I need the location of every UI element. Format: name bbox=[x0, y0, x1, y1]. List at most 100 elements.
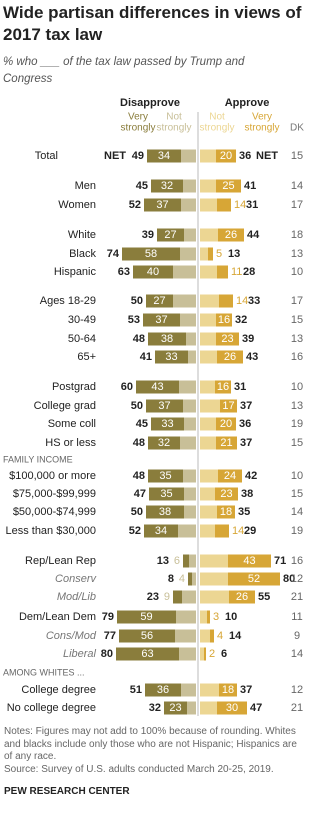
dk-label: 17 bbox=[291, 199, 303, 211]
net-label: 37 bbox=[240, 400, 252, 412]
bar-approve-not bbox=[200, 228, 218, 242]
row-label: Hispanic bbox=[54, 266, 97, 278]
value-label: 36 bbox=[157, 684, 169, 696]
value-label: 5 bbox=[216, 248, 222, 260]
value-label: 20 bbox=[220, 150, 232, 162]
bar-disapprove-not bbox=[184, 487, 196, 501]
value-label: 43 bbox=[243, 555, 255, 567]
bar-disapprove-very bbox=[148, 436, 180, 450]
value-label: 34 bbox=[155, 525, 167, 537]
net-label: 60 bbox=[121, 381, 133, 393]
value-label: 9 bbox=[164, 591, 170, 603]
net-label: 37 bbox=[240, 684, 252, 696]
bar-approve-not bbox=[200, 332, 216, 346]
row-label: 30-49 bbox=[68, 314, 96, 326]
net-label: 55 bbox=[258, 591, 270, 603]
bar-approve-very bbox=[217, 701, 247, 715]
dk-label: 14 bbox=[291, 180, 303, 192]
net-label: 31 bbox=[234, 381, 246, 393]
net-label: 45 bbox=[136, 180, 148, 192]
bar-approve-not bbox=[200, 524, 215, 538]
bar-approve-very bbox=[218, 469, 242, 483]
row-label: 50-64 bbox=[68, 333, 96, 345]
dk-label: 19 bbox=[291, 525, 303, 537]
bar-disapprove-not bbox=[181, 149, 196, 163]
dk-label: 12 bbox=[291, 684, 303, 696]
net-label: 13 bbox=[228, 248, 240, 260]
net-label: 51 bbox=[130, 684, 142, 696]
section-label: FAMILY INCOME bbox=[3, 454, 73, 464]
dk-label: 15 bbox=[291, 437, 303, 449]
net-label: 33 bbox=[248, 295, 260, 307]
net-label: 13 bbox=[157, 555, 169, 567]
net-label: 14 bbox=[229, 630, 242, 642]
value-label: 56 bbox=[141, 630, 153, 642]
value-label: 16 bbox=[218, 314, 230, 326]
bar-disapprove-not bbox=[182, 590, 196, 604]
bar-approve-very bbox=[216, 149, 236, 163]
footer: Notes: Figures may not add to 100% becau… bbox=[4, 726, 302, 799]
value-label: 4 bbox=[179, 573, 185, 585]
legend-very-approve: strongly bbox=[244, 123, 279, 134]
bar-approve-not bbox=[200, 294, 219, 308]
bar-approve-not bbox=[200, 313, 216, 327]
row-label: Less than $30,000 bbox=[5, 525, 96, 537]
bar-approve-very bbox=[219, 683, 237, 697]
dk-label: 12 bbox=[291, 573, 303, 585]
bar-disapprove-not bbox=[181, 198, 196, 212]
row-label: $100,000 or more bbox=[9, 470, 96, 482]
net-label: 39 bbox=[142, 229, 154, 241]
bar-approve-very bbox=[208, 247, 213, 261]
value-label: 26 bbox=[224, 351, 236, 363]
bar-disapprove-not bbox=[184, 228, 196, 242]
bar-disapprove-not bbox=[192, 572, 196, 586]
row-label: Total bbox=[35, 150, 58, 162]
dk-label: 17 bbox=[291, 295, 303, 307]
bar-approve-very bbox=[217, 505, 235, 519]
bar-disapprove-not bbox=[184, 505, 196, 519]
credit: PEW RESEARCH CENTER bbox=[4, 786, 130, 797]
dk-label: 9 bbox=[294, 630, 300, 642]
dk-label: 13 bbox=[291, 333, 303, 345]
bar-approve-not bbox=[200, 179, 216, 193]
dk-header: DK bbox=[290, 123, 304, 134]
dk-label: 14 bbox=[291, 506, 303, 518]
dk-label: 19 bbox=[291, 418, 303, 430]
value-label: 17 bbox=[222, 400, 234, 412]
bar-disapprove-very bbox=[157, 228, 184, 242]
bar-disapprove-not bbox=[183, 399, 196, 413]
value-label: 26 bbox=[225, 229, 237, 241]
value-label: 11 bbox=[231, 266, 242, 278]
row-label: Mod/Lib bbox=[57, 591, 96, 603]
legend-not-disapprove: Not bbox=[166, 112, 182, 123]
net-label: 48 bbox=[133, 437, 145, 449]
bar-approve-not bbox=[200, 487, 215, 501]
bar-approve-very bbox=[220, 399, 237, 413]
value-label: 3 bbox=[213, 611, 219, 623]
net-label: 47 bbox=[134, 488, 146, 500]
bar-disapprove-very bbox=[116, 647, 179, 661]
bar-approve-very bbox=[216, 179, 241, 193]
dk-label: 14 bbox=[291, 648, 303, 660]
legend-not-approve: Not bbox=[209, 112, 225, 123]
bar-disapprove-very bbox=[144, 524, 178, 538]
bar-approve-not bbox=[200, 265, 217, 279]
dk-label: 16 bbox=[291, 555, 303, 567]
bar-approve-not bbox=[200, 436, 216, 450]
bar-approve-not bbox=[200, 149, 216, 163]
dk-label: 15 bbox=[291, 314, 303, 326]
value-label: 21 bbox=[220, 437, 232, 449]
bar-approve-very bbox=[216, 332, 239, 346]
bar-disapprove-not bbox=[179, 380, 196, 394]
value-label: 30 bbox=[226, 702, 238, 714]
net-label: 45 bbox=[136, 418, 148, 430]
net-label: 10 bbox=[225, 611, 237, 623]
row-label: College grad bbox=[34, 400, 96, 412]
row-label: HS or less bbox=[45, 437, 96, 449]
row-label: Men bbox=[75, 180, 96, 192]
bar-approve-not bbox=[200, 247, 208, 261]
row-label: Some coll bbox=[48, 418, 96, 430]
bar-disapprove-very bbox=[146, 399, 183, 413]
bar-approve-not bbox=[200, 350, 217, 364]
bar-approve-very bbox=[228, 554, 271, 568]
